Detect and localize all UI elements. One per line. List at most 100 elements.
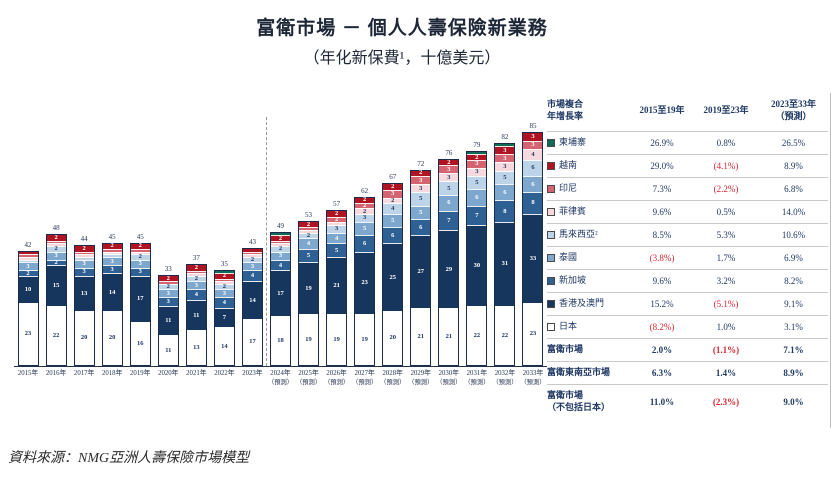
market-label-cell: 日本 [547,321,631,333]
market-label-cell: 香港及澳門 [547,298,631,310]
bar-segment: 2 [355,197,375,203]
bar-total-label: 72 [417,159,425,168]
x-axis-label: 2015年 [17,370,39,377]
bar-segment: 2 [46,259,66,265]
bar-segment: 2 [327,215,347,223]
growth-value: (3.8%) [649,253,675,263]
segment-value-label: 3 [138,268,142,276]
bar-segment: 3 [355,213,375,222]
growth-value: 1.7% [716,253,736,263]
source-note: 資料來源：NMG亞洲人壽保險市場模型 [8,451,250,466]
segment-value-label: 21 [445,332,453,340]
segment-value-label: 5 [419,195,423,203]
bar-segment: 3 [74,259,94,268]
bar-total-label: 37 [192,254,200,263]
bar-segment: 5 [495,170,515,185]
bar-segment [186,273,206,276]
bar-segment: 2 [186,264,206,271]
bar-segment: 3 [158,289,178,298]
bar-segment: 4 [214,297,234,309]
table-row: 富衛市場 2.0% (1.1%) 7.1% [547,338,828,361]
bar-column: 3 3 3 5 6 8 31 22 [494,142,516,366]
table-row: 菲律賓 9.6% 0.5% 14.0% [547,200,828,223]
segment-value-label: 31 [501,259,509,267]
segment-value-label: 3 [363,214,367,222]
bar-total-label: 62 [361,186,369,195]
segment-value-label: 5 [503,173,507,181]
bar-segment: 3 [186,281,206,290]
bar-segment: 3 [523,140,543,149]
segment-value-label: 7 [222,313,227,321]
legend-swatch-icon [547,277,555,285]
growth-value: 11.0% [649,397,675,407]
growth-value: 7.1% [783,345,804,355]
bar-segment: 3 [158,297,178,306]
bar-segment: 17 [130,275,150,322]
stacked-bar-chart: 3 2 10 23 42 2 2 3 2 15 22 48 2 3 3 13 20 44 2 3 3 14 20 45 2 2 3 3… [14,103,547,403]
segment-value-label: 14 [249,296,256,304]
bar-segment [18,254,38,257]
segment-value-label: 3 [278,251,283,259]
bar-segment: 3 [495,162,515,171]
table-row: 日本 (8.2%) 1.0% 3.1% [547,315,828,338]
legend-swatch-icon [547,323,555,331]
segment-value-label: 2 [363,201,367,209]
segment-value-label: 3 [110,257,114,265]
segment-value-label: 6 [363,239,367,247]
bar-segment: 3 [214,289,234,298]
bar-segment: 2 [130,242,150,249]
bar-total-label: 53 [305,210,313,219]
bar-segment: 3 [495,146,515,155]
legend-swatch-icon [547,139,555,147]
bar-segment: 25 [383,243,403,311]
growth-value: 8.9% [783,368,804,378]
market-label-cell: 泰國 [547,252,631,264]
bar-segment: 22 [467,305,487,365]
table-row: 新加坡 9.6% 3.2% 8.2% [547,269,828,292]
segment-value-label: 2 [334,215,339,223]
growth-value: 10.6% [781,230,806,240]
segment-value-label: 4 [250,272,255,280]
market-label: 新加坡 [559,275,587,286]
segment-value-label: 2 [391,182,395,190]
bar-total-label: 82 [501,132,509,141]
segment-value-label: 2 [194,274,198,282]
bar-column: 2 3 3 13 20 [73,244,95,366]
segment-value-label: 21 [417,332,425,340]
segment-value-label: 11 [165,316,172,324]
segment-value-label: 2 [222,272,227,280]
bar-segment: 22 [495,305,515,365]
segment-value-label: 4 [531,150,535,158]
bar-segment [242,248,262,252]
x-axis-label: 2027年 （預測） [352,370,378,386]
bar-total-label: 45 [136,232,144,241]
bar-segment: 20 [383,310,403,365]
bar-column: 2 2 3 3 11 11 [157,275,179,366]
bar-segment [18,256,38,260]
growth-value: 9.0% [783,397,804,407]
bar-segment: 2 [158,283,178,289]
bar-segment: 6 [411,219,431,236]
bar-segment: 5 [299,248,319,263]
market-label: 印尼 [559,183,578,194]
bar-segment [214,270,234,274]
bar-segment: 2 [467,154,487,160]
bar-segment: 2 [214,283,234,289]
bar-segment: 6 [355,235,375,252]
table-row: 馬來西亞² 8.5% 5.3% 10.6% [547,223,828,246]
segment-value-label: 2 [54,233,58,241]
x-axis-label: 2026年 （預測） [324,370,350,386]
bar-total-label: 45 [108,232,116,241]
bar-total-label: 76 [445,148,453,157]
segment-value-label: 6 [447,199,451,207]
bar-segment: 11 [158,335,178,365]
bar-segment: 22 [46,305,66,365]
bar-segment: 5 [467,175,487,190]
segment-value-label: 2 [391,196,395,204]
segment-value-label: 2 [82,244,86,252]
x-axis-label: 2029年 （預測） [408,370,434,386]
bar-segment [46,243,66,247]
segment-value-label: 3 [447,173,451,181]
segment-value-label: 10 [24,285,32,293]
bar-segment [271,232,290,236]
